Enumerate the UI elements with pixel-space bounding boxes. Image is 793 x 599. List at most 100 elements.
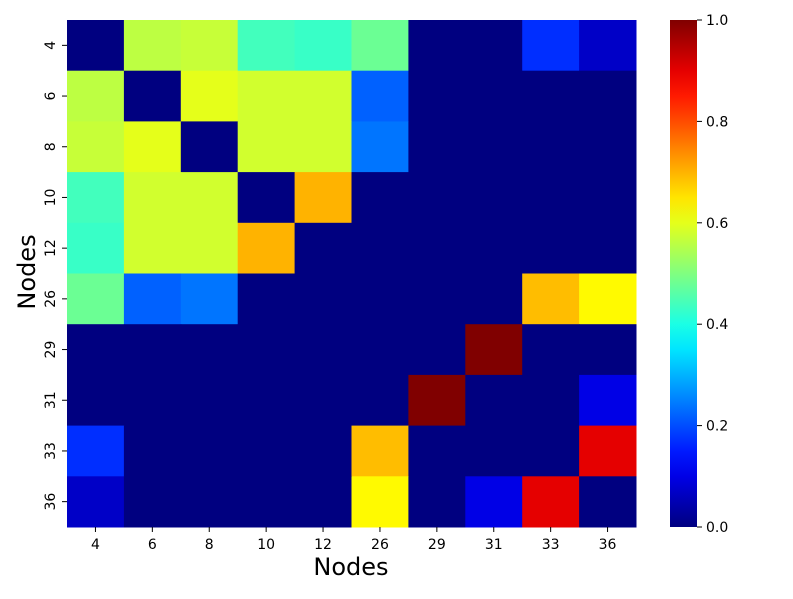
heatmap-cell [67,425,125,477]
heatmap-cell [294,425,352,477]
heatmap-cell [351,324,409,376]
heatmap-cell [294,476,352,528]
heatmap-cell [465,172,523,224]
heatmap-cell [123,222,182,274]
heatmap-cell [237,273,296,325]
heatmap-cell [237,324,296,376]
x-tick-label: 31 [485,537,503,553]
heatmap-cell [522,222,580,274]
heatmap-cell [408,476,466,528]
heatmap-cell [408,121,466,173]
heatmap-cell [522,324,580,376]
heatmap-cell [408,222,466,274]
heatmap-cell [579,425,637,477]
heatmap-cell [522,70,580,122]
heatmap-cell [579,121,637,173]
heatmap-cell [579,172,637,224]
heatmap-cell [351,425,409,477]
heatmap-cell [67,374,125,427]
heatmap-cell [351,476,409,528]
colorbar-tick-label: 0.4 [706,317,728,333]
y-tick-label: 8 [43,142,59,151]
x-axis-ticks: 4 6 8 10 12 26 29 31 33 36 [91,527,617,553]
heatmap-cell [579,476,637,528]
heatmap-cell [579,70,637,122]
x-tick-label: 10 [257,537,275,553]
heatmap-cell [123,324,182,376]
heatmap-cell [408,324,466,376]
colorbar-tick-label: 0.2 [706,419,728,435]
y-tick-label: 10 [43,189,59,207]
heatmap-cell [180,222,239,274]
heatmap-cell [123,476,182,528]
heatmap-cell [465,476,523,528]
heatmap-cell [465,273,523,325]
heatmap-cell [579,222,637,274]
y-tick-label: 12 [43,239,59,257]
heatmap-cell [465,324,523,376]
heatmap-cell [522,476,580,528]
heatmap-cell [180,374,239,427]
heatmap-cell [465,425,523,477]
heatmap-cell [351,222,409,274]
heatmap-cell [351,20,409,72]
heatmap-cell [351,273,409,325]
heatmap-cell [67,324,125,376]
x-tick-label: 33 [542,537,560,553]
x-tick-label: 6 [148,537,157,553]
heatmap-cell [522,374,580,427]
x-tick-label: 29 [428,537,446,553]
heatmap-cell [351,172,409,224]
colorbar-tick-label: 1.0 [706,13,728,29]
heatmap-cell [579,324,637,376]
heatmap-cell [237,425,296,477]
heatmap-cell [351,70,409,122]
y-tick-label: 33 [43,442,59,460]
heatmap-cell [180,20,239,72]
heatmap-cell [123,172,182,224]
x-tick-label: 26 [371,537,389,553]
heatmap-cell [180,172,239,224]
heatmap-cell [180,273,239,325]
heatmap-cell [294,273,352,325]
heatmap-cell [294,222,352,274]
heatmap-cell [180,121,239,173]
heatmap-cell [522,20,580,72]
heatmap-cell [522,172,580,224]
heatmap-cell [579,374,637,427]
heatmap-cell [351,374,409,427]
heatmap-cell [522,121,580,173]
heatmap-cell [123,374,182,427]
heatmap-cell [123,273,182,325]
heatmap-cell [123,121,182,173]
heatmap-cell [123,425,182,477]
y-tick-label: 31 [43,391,59,409]
heatmap-cell [237,222,296,274]
heatmap-cell [237,121,296,173]
heatmap-cell [522,425,580,477]
colorbar-tick-label: 0.8 [706,114,728,130]
x-axis-label: Nodes [313,553,388,581]
heatmap-cell [408,273,466,325]
x-tick-label: 12 [314,537,332,553]
heatmap-cell [180,476,239,528]
heatmap-cells [67,20,637,528]
heatmap-cell [237,374,296,427]
colorbar-ticks: 0.0 0.2 0.4 0.6 0.8 1.0 [697,13,728,536]
x-tick-label: 8 [205,537,214,553]
heatmap-cell [237,20,296,72]
heatmap-cell [465,374,523,427]
heatmap-cell [67,273,125,325]
colorbar-tick-label: 0.0 [706,520,728,536]
heatmap-cell [294,374,352,427]
heatmap-cell [67,70,125,122]
heatmap-cell [465,121,523,173]
heatmap-cell [522,273,580,325]
heatmap-cell [294,70,352,122]
heatmap-cell [408,425,466,477]
heatmap-cell [67,20,125,72]
colorbar-tick-label: 0.6 [706,216,728,232]
heatmap-cell [579,20,637,72]
x-tick-label: 4 [91,537,100,553]
